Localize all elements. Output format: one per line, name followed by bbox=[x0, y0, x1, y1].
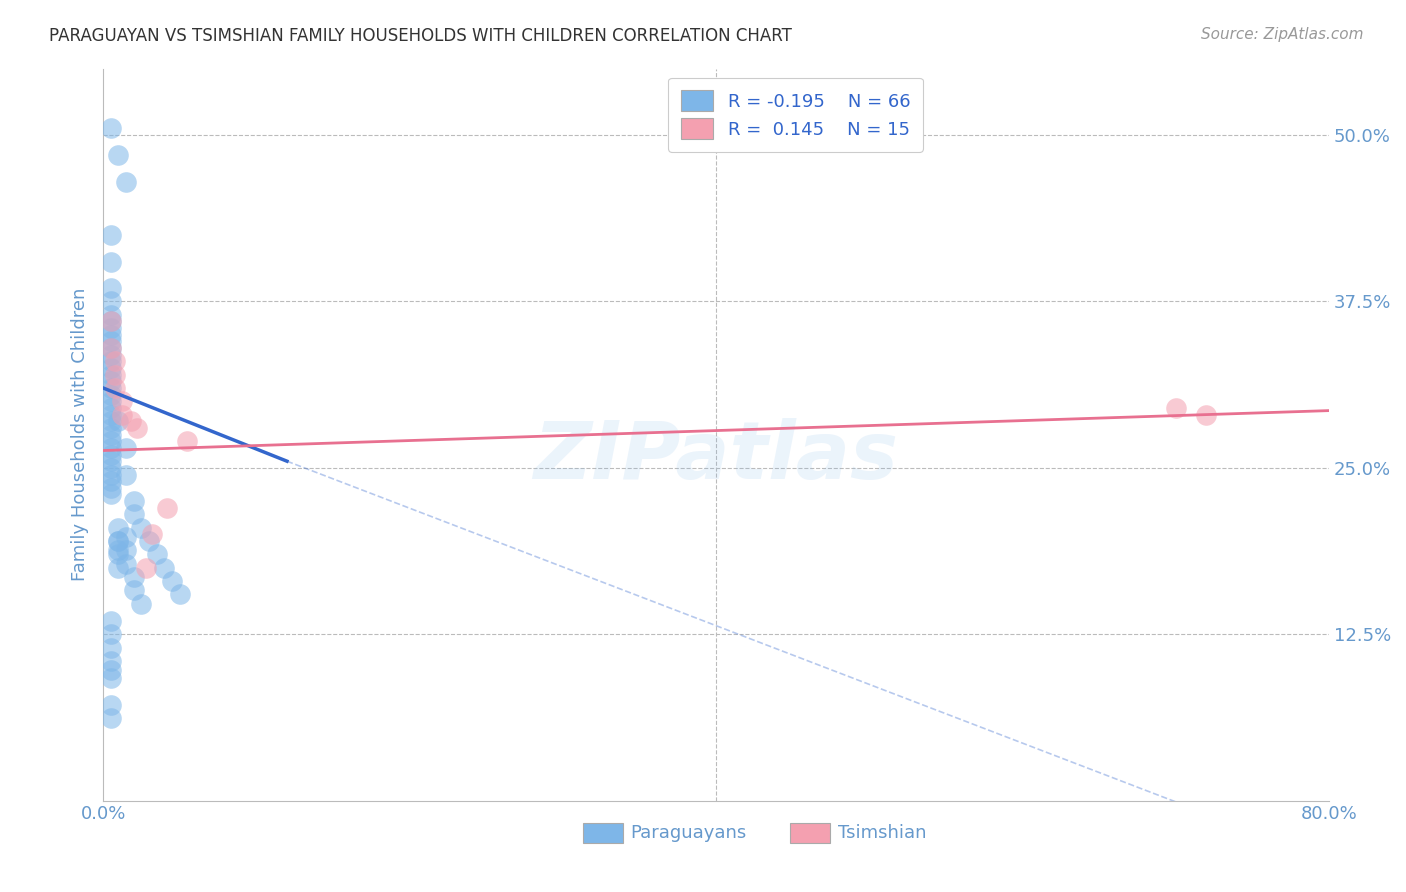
Point bbox=[176, 434, 198, 449]
Point bbox=[100, 387, 122, 401]
Point bbox=[1195, 408, 1218, 422]
Point bbox=[125, 421, 148, 435]
Point bbox=[100, 327, 122, 342]
Point bbox=[100, 294, 122, 309]
Y-axis label: Family Households with Children: Family Households with Children bbox=[72, 288, 89, 582]
Point bbox=[100, 314, 122, 328]
Point bbox=[122, 508, 145, 522]
Point bbox=[100, 654, 122, 668]
Point bbox=[122, 494, 145, 508]
Point bbox=[131, 521, 153, 535]
Point bbox=[100, 487, 122, 501]
Text: ZIPatlas: ZIPatlas bbox=[533, 417, 898, 496]
Point bbox=[122, 570, 145, 584]
Point bbox=[104, 381, 127, 395]
Point bbox=[120, 414, 142, 428]
Point bbox=[100, 414, 122, 428]
Text: Paraguayans: Paraguayans bbox=[630, 823, 747, 842]
Point bbox=[100, 460, 122, 475]
Point bbox=[100, 401, 122, 415]
Point bbox=[100, 121, 122, 136]
Point bbox=[100, 434, 122, 449]
Point bbox=[100, 314, 122, 328]
Point bbox=[110, 394, 132, 409]
Point bbox=[153, 560, 176, 574]
Point bbox=[100, 663, 122, 677]
Point bbox=[100, 711, 122, 725]
Text: PARAGUAYAN VS TSIMSHIAN FAMILY HOUSEHOLDS WITH CHILDREN CORRELATION CHART: PARAGUAYAN VS TSIMSHIAN FAMILY HOUSEHOLD… bbox=[49, 27, 792, 45]
Point bbox=[107, 543, 129, 558]
Point bbox=[100, 408, 122, 422]
Point bbox=[169, 587, 191, 601]
Point bbox=[115, 530, 138, 544]
Point bbox=[115, 175, 138, 189]
Point bbox=[100, 348, 122, 362]
Point bbox=[100, 421, 122, 435]
Point bbox=[115, 543, 138, 558]
Point bbox=[100, 354, 122, 368]
Point bbox=[122, 583, 145, 598]
Point bbox=[100, 394, 122, 409]
Point bbox=[100, 640, 122, 655]
Point bbox=[100, 361, 122, 376]
Point bbox=[104, 368, 127, 382]
Point bbox=[100, 381, 122, 395]
Point bbox=[160, 574, 183, 588]
Point bbox=[141, 527, 163, 541]
Point bbox=[104, 354, 127, 368]
Point bbox=[100, 254, 122, 268]
Point bbox=[100, 698, 122, 712]
Point bbox=[100, 441, 122, 455]
Point bbox=[110, 408, 132, 422]
Point bbox=[100, 671, 122, 685]
Point bbox=[107, 547, 129, 561]
Point bbox=[135, 560, 157, 574]
Point bbox=[100, 341, 122, 355]
Point bbox=[131, 597, 153, 611]
Point bbox=[100, 481, 122, 495]
Legend: R = -0.195    N = 66, R =  0.145    N = 15: R = -0.195 N = 66, R = 0.145 N = 15 bbox=[668, 78, 922, 152]
Point bbox=[100, 308, 122, 322]
Point bbox=[100, 454, 122, 468]
Text: Tsimshian: Tsimshian bbox=[838, 823, 927, 842]
Point bbox=[100, 467, 122, 482]
Point bbox=[115, 467, 138, 482]
Point bbox=[100, 627, 122, 641]
Point bbox=[156, 500, 179, 515]
Point bbox=[100, 474, 122, 488]
Point bbox=[107, 148, 129, 162]
Point bbox=[100, 374, 122, 388]
Point bbox=[100, 341, 122, 355]
Point bbox=[115, 557, 138, 571]
Point bbox=[138, 534, 160, 549]
Point bbox=[100, 321, 122, 335]
Point bbox=[100, 614, 122, 628]
Point bbox=[107, 414, 129, 428]
Point bbox=[100, 368, 122, 382]
Text: Source: ZipAtlas.com: Source: ZipAtlas.com bbox=[1201, 27, 1364, 42]
Point bbox=[107, 521, 129, 535]
Point bbox=[100, 427, 122, 442]
Point bbox=[145, 547, 167, 561]
Point bbox=[115, 441, 138, 455]
Point bbox=[107, 560, 129, 574]
Point bbox=[100, 334, 122, 349]
Point bbox=[107, 534, 129, 549]
Point bbox=[1164, 401, 1187, 415]
Point bbox=[107, 534, 129, 549]
Point bbox=[100, 227, 122, 242]
Point bbox=[100, 448, 122, 462]
Point bbox=[100, 281, 122, 295]
